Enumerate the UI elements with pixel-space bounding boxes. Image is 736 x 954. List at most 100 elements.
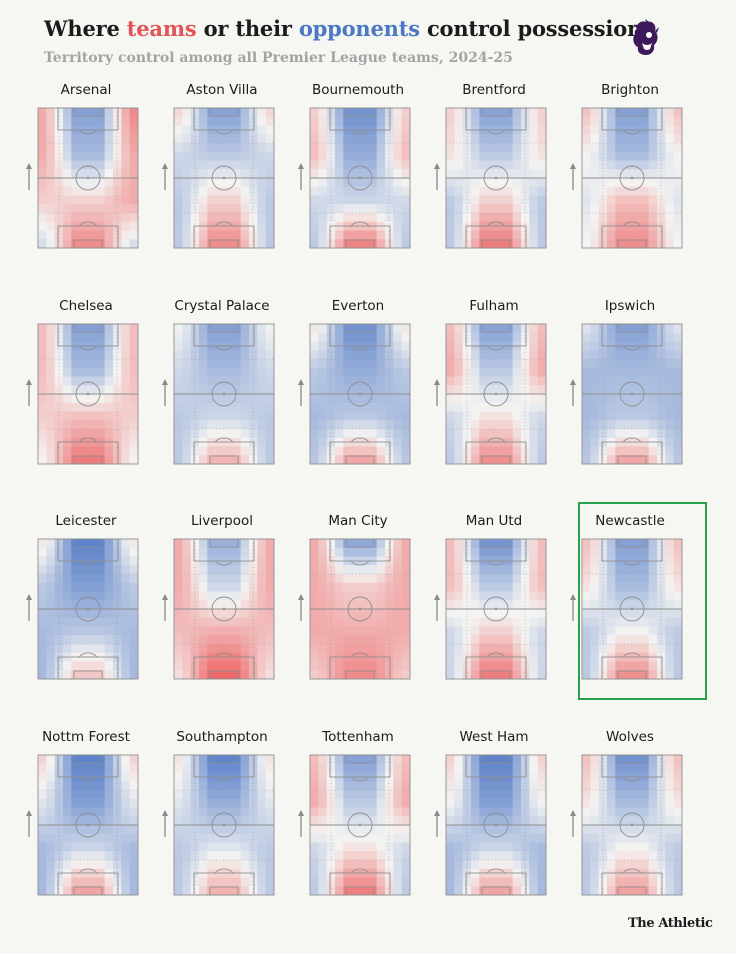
- heat-cell: [479, 547, 488, 557]
- heat-cell: [207, 213, 216, 223]
- heat-cell: [38, 108, 47, 118]
- heat-cell: [632, 394, 641, 404]
- heat-cell: [385, 394, 394, 404]
- heat-cell: [446, 350, 455, 360]
- heat-cell: [665, 763, 674, 773]
- heat-cell: [504, 600, 513, 610]
- heat-cell: [504, 539, 513, 549]
- heat-cell: [207, 394, 216, 404]
- heat-cell: [318, 617, 327, 627]
- heat-cell: [182, 213, 191, 223]
- heat-cell: [496, 455, 505, 465]
- heat-cell: [462, 239, 472, 249]
- heat-cell: [590, 367, 599, 377]
- heat-cell: [310, 868, 319, 878]
- heat-cell: [46, 160, 55, 170]
- heat-cell: [368, 376, 377, 386]
- heat-cell: [582, 341, 591, 351]
- heat-cell: [582, 547, 591, 557]
- heat-cell: [224, 851, 233, 861]
- heat-cell: [104, 617, 114, 627]
- heat-cell: [462, 877, 472, 887]
- heat-cell: [446, 420, 455, 430]
- heat-cell: [79, 385, 89, 395]
- heat-cell: [38, 790, 47, 800]
- heat-cell: [454, 816, 463, 826]
- heat-cell: [129, 446, 139, 456]
- heat-cell: [648, 204, 658, 214]
- heat-cell: [343, 134, 352, 144]
- heat-cell: [376, 763, 386, 773]
- heat-cell: [63, 359, 72, 369]
- heat-cell: [104, 324, 114, 334]
- heat-cell: [63, 367, 72, 377]
- heat-cell: [512, 116, 522, 126]
- heat-cell: [174, 539, 183, 549]
- heat-cell: [590, 213, 599, 223]
- heat-cell: [479, 565, 488, 575]
- heat-cell: [385, 547, 394, 557]
- heat-cell: [376, 324, 386, 334]
- heat-cell: [71, 842, 80, 852]
- heat-cell: [199, 763, 208, 773]
- heat-cell: [512, 600, 522, 610]
- heat-cell: [615, 582, 624, 592]
- heat-cell: [249, 886, 258, 896]
- heat-cell: [343, 798, 352, 808]
- heat-cell: [590, 644, 599, 654]
- heat-cell: [512, 833, 522, 843]
- heat-cell: [446, 868, 455, 878]
- heat-cell: [462, 108, 472, 118]
- heat-cell: [471, 429, 480, 439]
- heat-cell: [104, 420, 114, 430]
- heat-cell: [190, 151, 200, 161]
- heat-cell: [529, 886, 538, 896]
- heat-cell: [673, 213, 683, 223]
- heat-cell: [446, 790, 455, 800]
- heat-cell: [607, 394, 616, 404]
- heat-cell: [343, 781, 352, 791]
- heat-cell: [512, 420, 522, 430]
- heat-cell: [54, 420, 64, 430]
- heat-cell: [673, 446, 683, 456]
- heat-cell: [199, 626, 208, 636]
- heat-cell: [607, 455, 616, 465]
- pitch-heatmap-southampton: [162, 754, 275, 896]
- heat-cell: [88, 781, 97, 791]
- heat-cell: [401, 332, 411, 342]
- heat-cell: [113, 670, 122, 680]
- heat-cell: [79, 661, 89, 671]
- heat-cell: [265, 411, 275, 421]
- heat-cell: [360, 574, 369, 584]
- heat-cell: [46, 755, 55, 765]
- heat-cell: [401, 134, 411, 144]
- heat-cell: [521, 807, 530, 817]
- pitch-markings: [445, 754, 547, 896]
- heat-cell: [174, 204, 183, 214]
- heat-cell: [318, 116, 327, 126]
- heat-cell: [385, 626, 394, 636]
- heat-cell: [224, 582, 233, 592]
- heat-cell: [190, 816, 200, 826]
- pitch-heatmap-nottm-forest: [26, 754, 139, 896]
- heat-cell: [368, 332, 377, 342]
- heat-cell: [673, 151, 683, 161]
- heat-cell: [632, 134, 641, 144]
- heat-cell: [79, 143, 89, 153]
- heat-cell: [310, 143, 319, 153]
- heat-cell: [368, 842, 377, 852]
- heat-cell: [240, 420, 250, 430]
- heat-cell: [504, 781, 513, 791]
- heat-cell: [615, 807, 624, 817]
- heat-cell: [79, 359, 89, 369]
- heat-cell: [632, 582, 641, 592]
- heat-cell: [71, 816, 80, 826]
- heat-cell: [615, 239, 624, 249]
- heat-cell: [257, 807, 266, 817]
- heat-cell: [385, 582, 394, 592]
- heat-cell: [632, 402, 641, 412]
- heat-cell: [360, 807, 369, 817]
- heat-cell: [529, 437, 538, 447]
- heat-cell: [512, 213, 522, 223]
- heat-cell: [318, 763, 327, 773]
